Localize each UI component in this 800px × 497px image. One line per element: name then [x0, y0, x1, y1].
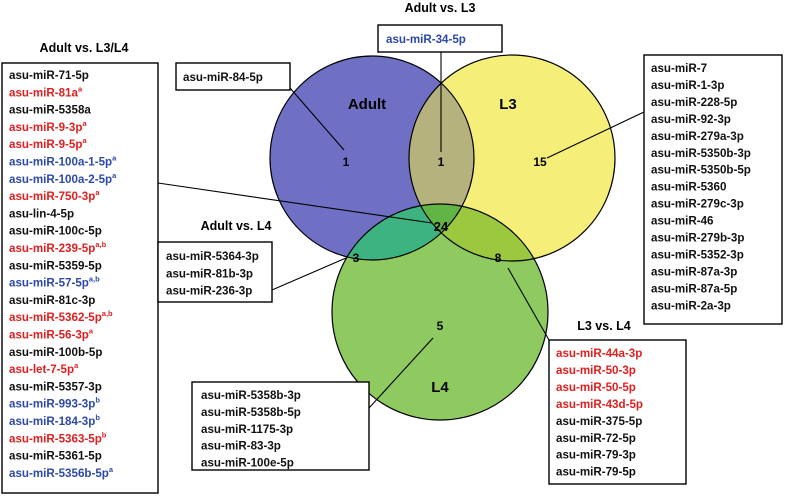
mirna-l3-l4-item: asu-miR-375-5p [556, 415, 642, 428]
mirna-l3-l4-item: asu-miR-44a-3p [556, 347, 642, 360]
mirna-left-item: asu-miR-100a-2-5pa [9, 171, 117, 186]
leader-line-l3-only [546, 111, 645, 159]
mirna-l3-only-item: asu-miR-5350b-5p [651, 164, 751, 177]
leader-line-l4-only [368, 337, 434, 409]
mirna-left-item: asu-miR-5357-3p [9, 380, 102, 393]
mirna-left-item: asu-miR-5356b-5pa [9, 465, 114, 480]
leader-line-left [157, 182, 433, 224]
mirna-left-item: asu-miR-750-3pa [9, 188, 100, 203]
box-adult-l4 [157, 241, 273, 303]
box-l3-l4 [548, 339, 687, 485]
title-adult-vs-l4: Adult vs. L4 [201, 219, 272, 233]
mirna-l3-only-item: asu-miR-1-3p [651, 79, 724, 92]
venn-circles [269, 54, 616, 421]
mirna-l4-only-item: asu-miR-5358b-3p [201, 389, 301, 402]
mirna-left-item: asu-miR-56-3pa [9, 327, 94, 342]
count-adult-l4: 3 [353, 251, 360, 265]
mirna-l4-only-item: asu-miR-100e-5p [201, 457, 294, 470]
mirna-l3-only-item: asu-miR-5350b-3p [651, 147, 751, 160]
mirna-adult-l4-item: asu-miR-81b-3p [166, 267, 253, 280]
mirna-l3-l4-item: asu-miR-50-3p [556, 364, 636, 377]
count-l4-only: 5 [437, 319, 444, 333]
mirna-l3-only-item: asu-miR-5360 [651, 181, 726, 194]
mirna-left-item: asu-miR-81aa [9, 84, 83, 99]
box-adult-vs-l3l4 [1, 62, 159, 494]
region-adult-l4 [332, 204, 474, 260]
box-adult-only [175, 62, 291, 91]
mirna-left-item: asu-miR-239-5pa,b [9, 240, 107, 255]
leader-line-l3-l4 [507, 267, 550, 341]
mirna-l3-only-item: asu-miR-279b-3p [651, 232, 744, 245]
mirna-l3-only-item: asu-miR-279a-3p [651, 130, 744, 143]
mirna-left-item: asu-miR-81c-3p [9, 294, 95, 307]
mirna-l3-l4-item: asu-miR-72-5p [556, 432, 636, 445]
mirna-left-item: asu-miR-100b-5p [9, 346, 102, 359]
mirna-left-item: asu-miR-71-5p [9, 69, 89, 82]
mirna-l3-only-item: asu-miR-228-5p [651, 96, 737, 109]
mirna-adult-l4-item: asu-miR-5364-3p [166, 250, 259, 263]
circle-adult-outline [269, 55, 475, 261]
mirna-left-item: asu-miR-993-3pb [9, 396, 100, 411]
mirna-l4-only-item: asu-miR-1175-3p [201, 423, 293, 436]
mirna-left-item: asu-miR-5359-5p [9, 259, 102, 272]
mirna-left-item: asu-miR-100a-1-5pa [9, 154, 117, 169]
mirna-left-item: asu-miR-100c-5p [9, 225, 102, 238]
title-adult-vs-l3: Adult vs. L3 [405, 1, 476, 15]
mirna-left-item: asu-miR-9-3pa [9, 119, 87, 134]
count-adult-only: 1 [343, 155, 350, 169]
mirna-left-item: asu-miR-184-3pb [9, 413, 100, 428]
circle-l4-outline [331, 203, 549, 421]
mirna-lists: asu-miR-71-5p asu-miR-81aa asu-miR-5358a as… [9, 33, 751, 480]
title-l3-vs-l4: L3 vs. L4 [577, 319, 631, 333]
mirna-adult-l3-item: asu-miR-34-5p [386, 33, 466, 46]
circle-label-l3: L3 [499, 96, 517, 113]
mirna-l3-l4-item: asu-miR-50-5p [556, 381, 636, 394]
leader-line-adult-only [289, 87, 345, 151]
leader-lines [157, 50, 645, 409]
region-l3-l4 [409, 204, 548, 261]
count-all-three: 24 [434, 219, 449, 234]
mirna-l3-only-item: asu-miR-2a-3p [651, 299, 731, 312]
count-l3-l4: 8 [495, 251, 502, 265]
mirna-l3-only-item: asu-miR-92-3p [651, 113, 731, 126]
count-l3-only: 15 [533, 155, 547, 169]
circle-l3-outline [408, 54, 616, 262]
box-l3-only [643, 54, 783, 325]
mirna-left-item: asu-miR-9-5pa [9, 136, 87, 151]
mirna-l4-only-item: asu-miR-5358b-5p [201, 406, 301, 419]
mirna-adult-only-item: asu-miR-84-5p [183, 71, 263, 84]
mirna-l4-only-item: asu-miR-83-3p [201, 440, 281, 453]
mirna-left-item: asu-miR-5361-5p [9, 450, 102, 463]
mirna-left-item: asu-lin-4-5p [9, 207, 74, 220]
mirna-left-item: asu-miR-5362-5pa,b [9, 309, 113, 324]
mirna-left-item: asu-miR-5358a [9, 104, 91, 117]
box-adult-l3 [377, 24, 503, 53]
mirna-left-item: asu-miR-5363-5pb [9, 430, 107, 445]
mirna-l3-only-item: asu-miR-87a-3p [651, 265, 737, 278]
circle-label-l4: L4 [431, 379, 449, 396]
mirna-l3-l4-item: asu-miR-79-5p [556, 466, 636, 479]
circle-label-adult: Adult [348, 96, 386, 113]
mirna-adult-l4-item: asu-miR-236-3p [166, 285, 252, 298]
box-l4-only [191, 381, 370, 471]
mirna-l3-only-item: asu-miR-46 [651, 215, 714, 228]
mirna-l3-only-item: asu-miR-87a-5p [651, 282, 737, 295]
leader-line-adult-l4 [271, 257, 347, 291]
mirna-l3-only-item: asu-miR-279c-3p [651, 198, 744, 211]
mirna-left-item: asu-miR-57-5pa,b [9, 275, 100, 290]
mirna-l3-l4-item: asu-miR-79-3p [556, 449, 636, 462]
mirna-left-item: asu-let-7-5pa [9, 361, 79, 376]
count-adult-l3: 1 [438, 155, 445, 169]
mirna-l3-only-item: asu-miR-5352-3p [651, 248, 744, 261]
mirna-l3-l4-item: asu-miR-43d-5p [556, 398, 643, 411]
mirna-l3-only-item: asu-miR-7 [651, 62, 707, 75]
title-adult-vs-l3l4: Adult vs. L3/L4 [40, 41, 129, 55]
